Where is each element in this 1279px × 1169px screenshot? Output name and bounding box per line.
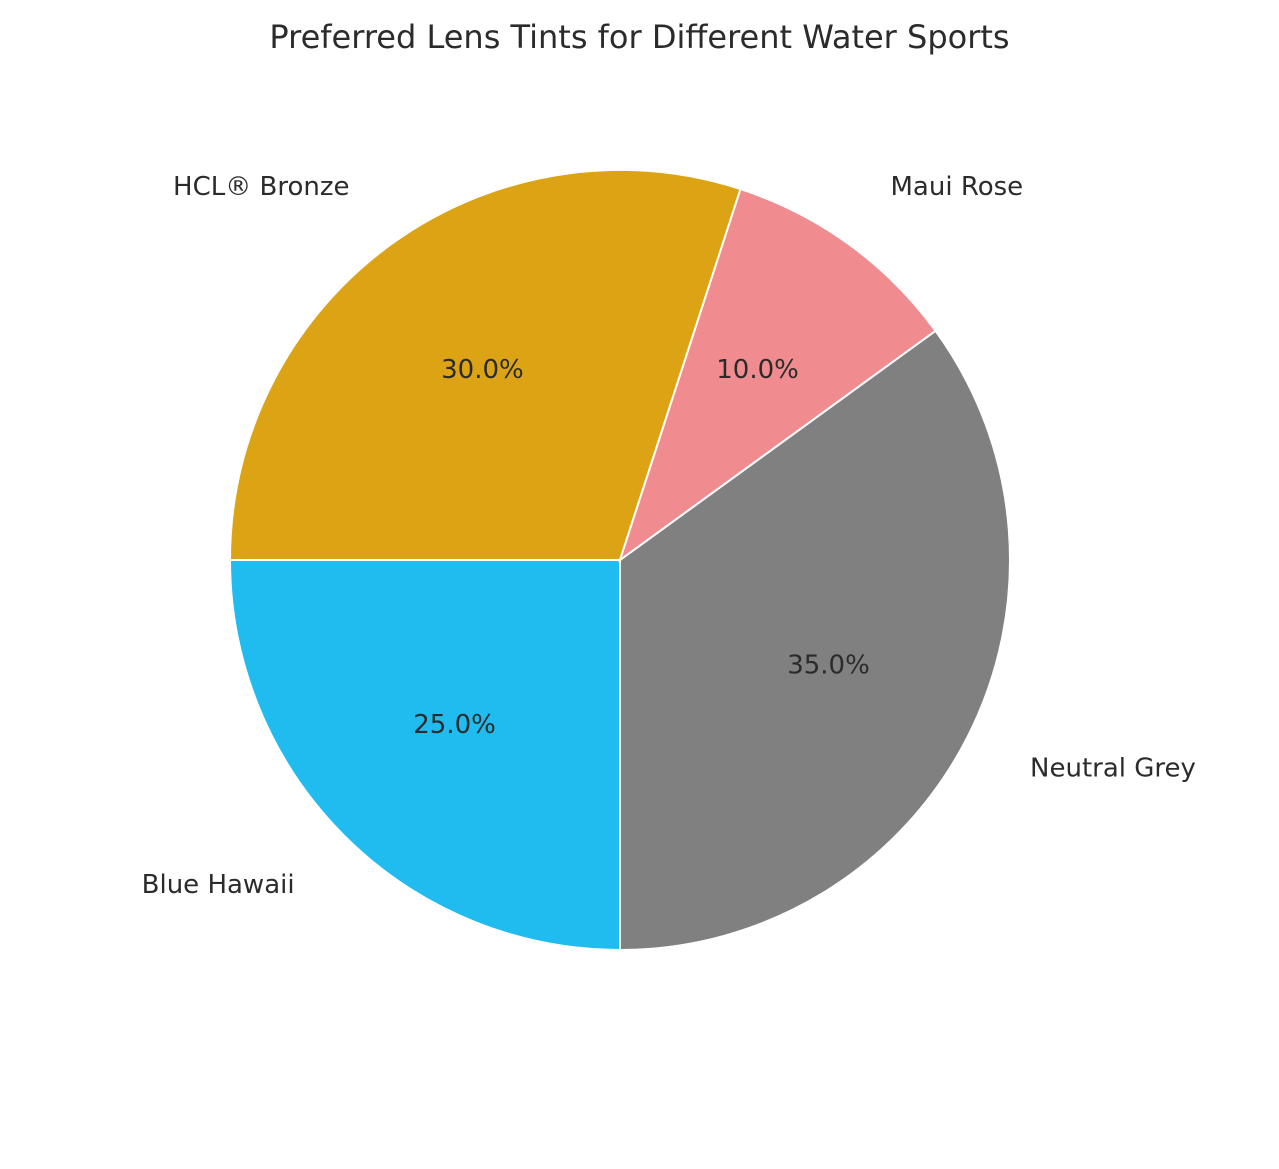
slice-pct-label: 25.0%: [413, 710, 496, 740]
slice-category-label: Blue Hawaii: [142, 870, 295, 900]
slice-category-label: HCL® Bronze: [173, 172, 349, 202]
slice-pct-label: 10.0%: [716, 355, 799, 385]
slice-pct-label: 35.0%: [787, 651, 870, 681]
pie-chart: 30.0% HCL® Bronze 25.0% Blue Hawaii 35.0% Neu…: [0, 0, 1279, 1169]
slice-category-label: Maui Rose: [890, 172, 1023, 202]
slice-category-label: Neutral Grey: [1030, 753, 1196, 783]
chart-container: Preferred Lens Tints for Different Water…: [0, 0, 1279, 1169]
slice-pct-label: 30.0%: [441, 355, 524, 385]
